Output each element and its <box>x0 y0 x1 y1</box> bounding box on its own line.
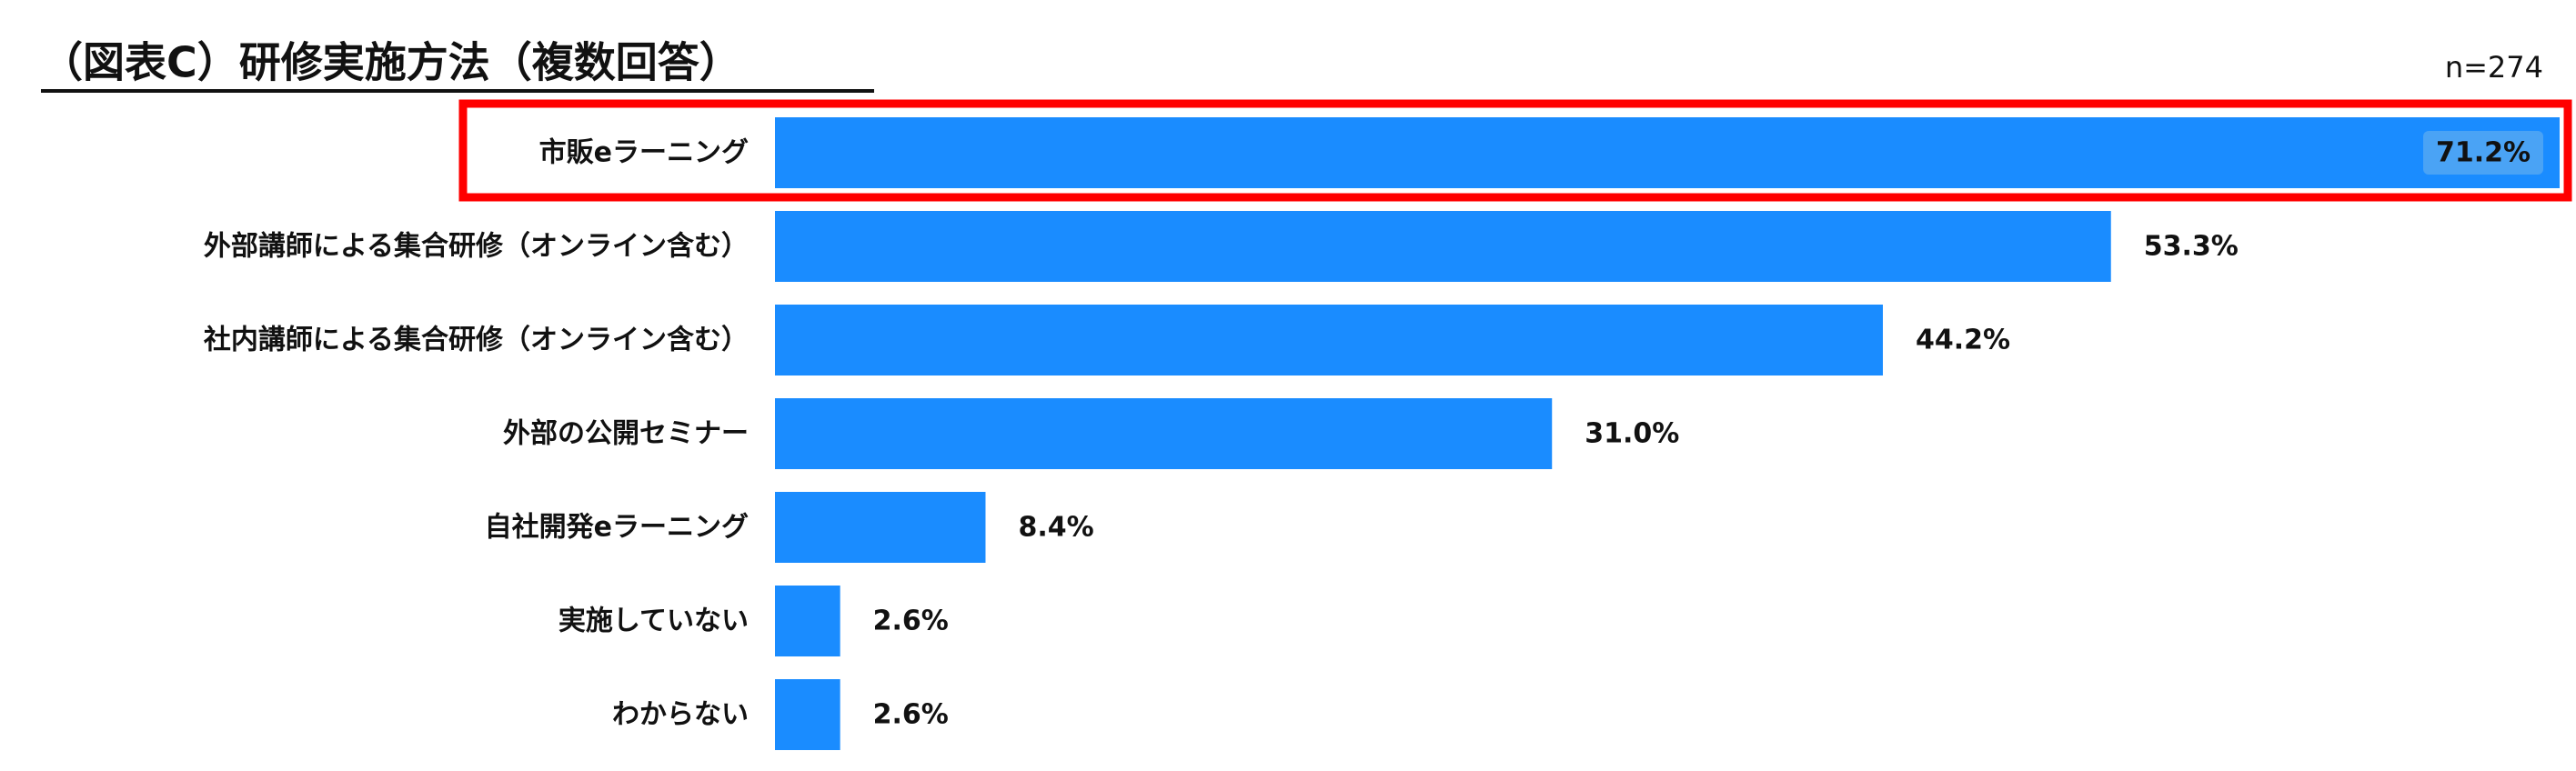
category-label: 社内講師による集合研修（オンライン含む） <box>204 325 749 356</box>
bar <box>775 679 840 750</box>
bar <box>775 211 2111 282</box>
category-label: 外部講師による集合研修（オンライン含む） <box>204 231 749 263</box>
category-label: 自社開発eラーニング <box>485 512 749 544</box>
chart-title: （図表C）研修実施方法（複数回答） <box>41 38 741 87</box>
sample-size: n=274 <box>2445 50 2543 85</box>
bar <box>775 305 1883 375</box>
value-label: 2.6% <box>873 606 949 637</box>
bar <box>775 398 1553 469</box>
value-label: 2.6% <box>873 699 949 731</box>
value-label: 44.2% <box>1916 325 2010 356</box>
category-label: 外部の公開セミナー <box>503 418 749 450</box>
value-label: 53.3% <box>2144 231 2239 263</box>
value-label: 8.4% <box>1018 512 1093 544</box>
bar <box>775 117 2560 188</box>
value-label: 71.2% <box>2436 137 2531 169</box>
category-label: 市販eラーニング <box>539 137 749 169</box>
value-label: 31.0% <box>1585 418 1679 450</box>
category-label: 実施していない <box>558 606 749 637</box>
bar <box>775 586 840 656</box>
bar <box>775 492 986 563</box>
highlight-box <box>458 99 2572 202</box>
category-label: わからない <box>612 699 749 731</box>
value-label-box <box>2423 131 2543 175</box>
